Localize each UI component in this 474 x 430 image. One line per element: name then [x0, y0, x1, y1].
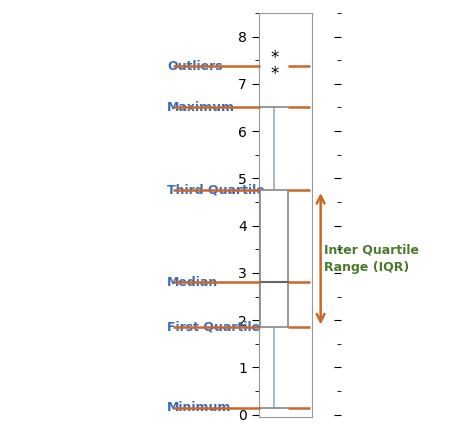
Text: Maximum: Maximum	[167, 101, 235, 114]
Text: *: *	[271, 65, 279, 83]
Text: Third Quartile: Third Quartile	[167, 184, 264, 197]
Text: *: *	[271, 49, 279, 67]
Text: Minimum: Minimum	[167, 401, 231, 414]
Text: Median: Median	[167, 276, 218, 289]
Text: First Quartile: First Quartile	[167, 321, 260, 334]
Text: Inter Quartile
Range (IQR): Inter Quartile Range (IQR)	[324, 244, 419, 274]
Bar	[260, 190, 288, 327]
Text: Outliers: Outliers	[167, 60, 223, 73]
